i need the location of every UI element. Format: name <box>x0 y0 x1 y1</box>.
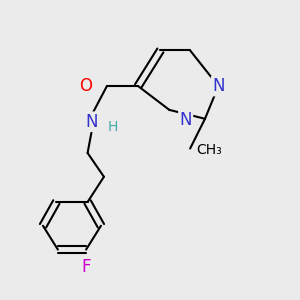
Text: F: F <box>81 258 91 276</box>
Text: CH₃: CH₃ <box>196 143 222 157</box>
Text: N: N <box>212 77 225 95</box>
Text: O: O <box>80 77 93 95</box>
Text: N: N <box>179 111 192 129</box>
Text: H: H <box>108 120 118 134</box>
Text: N: N <box>86 113 98 131</box>
